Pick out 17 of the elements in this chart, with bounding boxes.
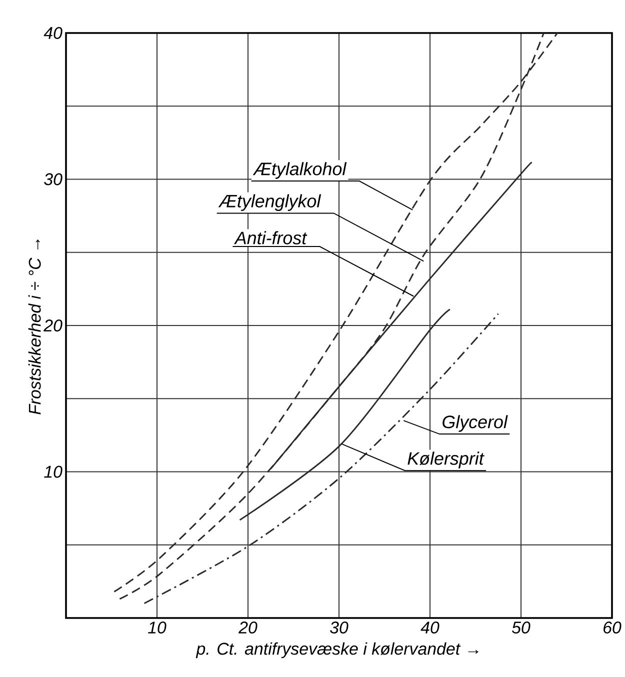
y-tick-label: 40 <box>44 27 62 39</box>
x-axis-title: p. Ct. antifrysevæske i kølervandet → <box>196 642 478 658</box>
y-axis-title: Frostsikkerhed i ÷ °C → <box>28 240 41 414</box>
x-tick-label: 30 <box>330 622 348 634</box>
annotation: Glycerol <box>442 415 508 432</box>
x-tick-label: 20 <box>238 622 258 634</box>
annotation: Ætylenglykol <box>218 194 322 212</box>
annotation: Anti-frost <box>234 231 308 244</box>
x-tick-label: 40 <box>420 622 440 634</box>
x-tick-label: 50 <box>512 622 530 634</box>
annotation: Ætylalkohol <box>252 162 347 179</box>
y-tick-label: 30 <box>44 173 62 186</box>
y-tick-label: 10 <box>44 466 62 478</box>
y-tick-label: 20 <box>44 320 62 332</box>
x-tick-label: 60 <box>604 622 622 634</box>
x-tick-label: 10 <box>148 622 166 634</box>
annotation: Kølersprit <box>408 452 484 468</box>
